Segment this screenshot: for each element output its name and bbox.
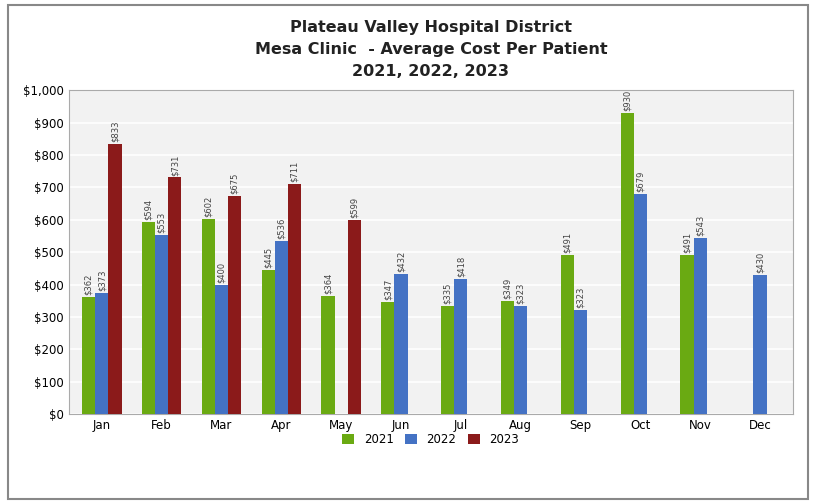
Text: $675: $675 xyxy=(230,172,239,194)
Bar xyxy=(95,293,109,414)
Text: $599: $599 xyxy=(350,197,359,218)
Bar xyxy=(455,279,468,414)
Bar xyxy=(142,222,155,414)
Text: $432: $432 xyxy=(397,251,406,272)
Text: $833: $833 xyxy=(110,121,119,143)
Bar xyxy=(155,235,168,414)
Bar xyxy=(561,255,574,414)
Text: $323: $323 xyxy=(516,282,526,304)
Bar xyxy=(262,270,275,414)
Text: $679: $679 xyxy=(636,171,645,193)
Text: $594: $594 xyxy=(144,199,153,220)
Bar xyxy=(574,309,587,414)
Bar xyxy=(82,297,95,414)
Text: $491: $491 xyxy=(682,232,691,253)
Bar xyxy=(288,184,301,414)
Text: $491: $491 xyxy=(563,232,572,253)
Bar xyxy=(620,113,634,414)
Legend: 2021, 2022, 2023: 2021, 2022, 2023 xyxy=(338,428,524,451)
Bar xyxy=(681,255,694,414)
Text: $602: $602 xyxy=(204,196,213,217)
Text: $400: $400 xyxy=(217,262,226,283)
Text: $349: $349 xyxy=(503,278,512,299)
Bar xyxy=(322,296,335,414)
Bar xyxy=(381,302,394,414)
Bar xyxy=(501,301,514,414)
Bar xyxy=(514,306,527,414)
Text: $543: $543 xyxy=(695,215,704,236)
Text: $731: $731 xyxy=(171,154,180,175)
Title: Plateau Valley Hospital District
Mesa Clinic  - Average Cost Per Patient
2021, 2: Plateau Valley Hospital District Mesa Cl… xyxy=(255,20,607,80)
Text: $373: $373 xyxy=(97,270,106,291)
Text: $323: $323 xyxy=(576,286,585,307)
Bar xyxy=(694,238,707,414)
Text: $711: $711 xyxy=(290,161,299,182)
Text: $335: $335 xyxy=(443,282,452,304)
Bar xyxy=(228,196,242,414)
Bar xyxy=(168,177,181,414)
Bar xyxy=(202,219,215,414)
Text: $418: $418 xyxy=(456,256,465,277)
Bar xyxy=(753,275,766,414)
Bar xyxy=(275,240,288,414)
Text: $364: $364 xyxy=(323,273,332,294)
Bar xyxy=(441,306,455,414)
Text: $347: $347 xyxy=(384,279,392,300)
Bar xyxy=(109,145,122,414)
Bar xyxy=(634,195,647,414)
Bar xyxy=(215,285,228,414)
Text: $430: $430 xyxy=(756,252,765,273)
Text: $362: $362 xyxy=(84,274,93,295)
Text: $536: $536 xyxy=(277,217,286,239)
Text: $553: $553 xyxy=(157,212,166,233)
Text: $930: $930 xyxy=(623,90,632,111)
Bar xyxy=(394,274,407,414)
Bar xyxy=(348,220,361,414)
Text: $445: $445 xyxy=(264,247,273,268)
